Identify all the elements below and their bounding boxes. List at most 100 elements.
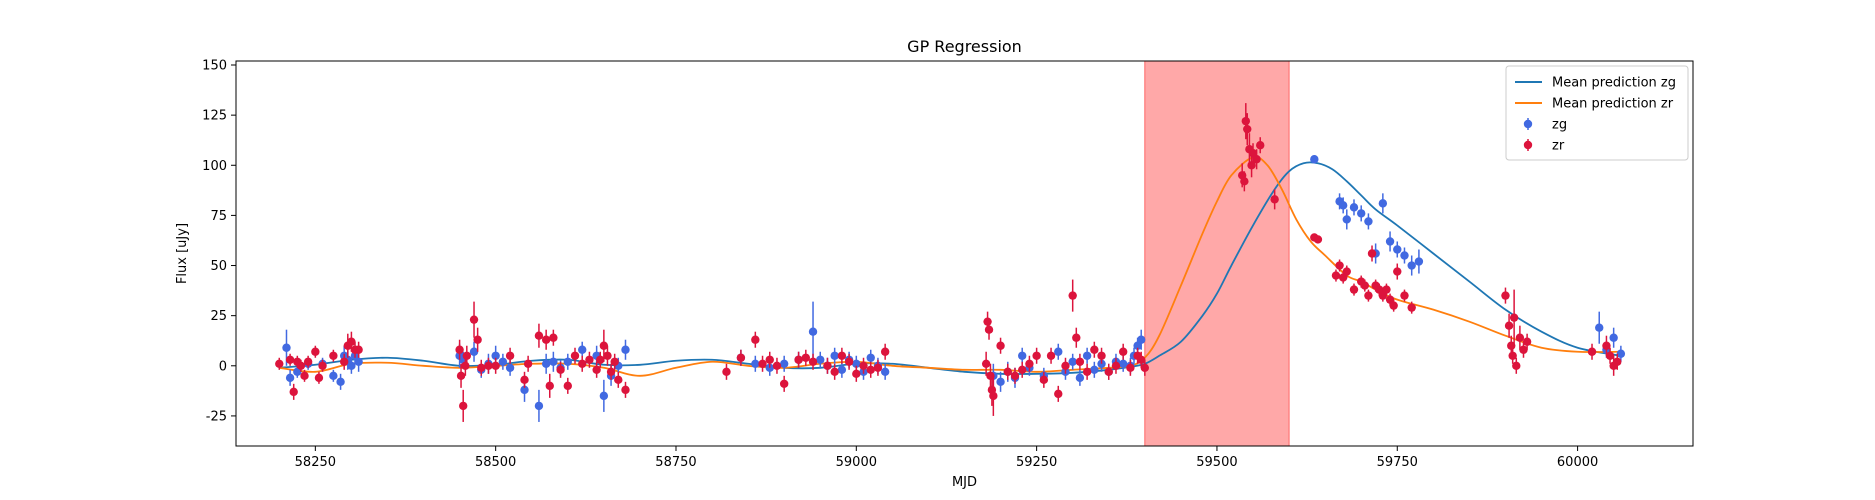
data-point: [1595, 323, 1604, 332]
data-point: [491, 361, 500, 370]
data-point: [275, 359, 284, 368]
data-point: [751, 335, 760, 344]
data-point: [823, 361, 832, 370]
data-point: [296, 361, 306, 370]
data-point: [983, 317, 992, 326]
data-point: [1335, 261, 1344, 270]
data-point: [563, 381, 572, 391]
data-point: [1075, 373, 1085, 383]
data-point: [523, 359, 533, 368]
data-point: [808, 357, 818, 366]
data-point: [336, 377, 345, 387]
data-point: [578, 345, 587, 354]
data-point: [1378, 199, 1388, 208]
data-point: [1605, 351, 1615, 360]
y-tick-label: 75: [210, 209, 227, 224]
data-point: [1504, 321, 1514, 330]
y-tick-label: 50: [210, 259, 227, 274]
data-point: [520, 385, 529, 395]
data-point: [329, 351, 338, 360]
data-point: [505, 363, 515, 372]
data-point: [758, 359, 767, 368]
data-point: [1400, 251, 1409, 260]
data-point: [354, 345, 363, 354]
data-point: [1097, 351, 1106, 360]
data-point: [1385, 237, 1395, 246]
data-point: [1519, 345, 1528, 354]
data-point: [556, 365, 565, 375]
data-point: [1364, 217, 1373, 226]
data-point: [1338, 201, 1348, 210]
data-point: [1342, 215, 1351, 224]
x-tick-label: 59750: [1377, 455, 1418, 470]
data-point: [1054, 389, 1063, 399]
data-point: [830, 351, 839, 360]
series-layer: [275, 103, 1626, 422]
plot-frame: [235, 60, 1694, 447]
data-point: [603, 351, 612, 360]
data-point: [455, 345, 464, 354]
data-point: [1090, 345, 1099, 354]
data-point: [314, 373, 324, 383]
data-point: [772, 361, 782, 370]
data-point: [303, 357, 313, 366]
data-point: [520, 375, 529, 385]
data-point: [578, 359, 587, 368]
data-point: [1407, 303, 1416, 312]
data-point: [1082, 367, 1092, 377]
data-point: [1515, 333, 1525, 342]
data-point: [1018, 365, 1027, 375]
data-point: [621, 345, 630, 354]
data-point: [1118, 347, 1128, 356]
data-point: [1054, 347, 1063, 356]
data-point: [1140, 363, 1150, 372]
data-point: [1256, 141, 1265, 150]
data-point: [866, 365, 875, 375]
data-point: [996, 377, 1005, 387]
data-point: [347, 337, 356, 346]
data-point: [1349, 285, 1359, 294]
data-point: [347, 361, 356, 370]
data-point: [505, 351, 515, 360]
data-point: [779, 379, 789, 389]
data-point: [473, 335, 482, 344]
data-point: [765, 355, 774, 364]
data-point: [1018, 351, 1027, 360]
x-tick-label: 59000: [836, 455, 877, 470]
data-point: [621, 385, 630, 395]
y-tick-label: 25: [210, 309, 227, 324]
data-point: [722, 367, 731, 377]
data-point: [1512, 361, 1521, 370]
data-point: [808, 327, 818, 336]
data-point: [996, 341, 1005, 350]
data-point: [1331, 271, 1341, 280]
data-point: [282, 343, 291, 352]
legend-entry: Mean prediction zr: [1552, 97, 1674, 112]
data-point: [1616, 349, 1626, 358]
data-point: [1357, 209, 1366, 218]
data-point: [541, 335, 551, 344]
x-tick-label: 59500: [1196, 455, 1237, 470]
data-point: [1118, 359, 1128, 368]
data-point: [469, 347, 479, 356]
data-point: [599, 391, 609, 401]
data-point: [285, 355, 295, 364]
data-point: [1240, 177, 1249, 186]
x-tick-label: 59250: [1016, 455, 1057, 470]
data-point: [1137, 355, 1146, 364]
data-point: [837, 351, 847, 360]
data-point: [498, 357, 508, 366]
data-point: [1382, 285, 1391, 294]
data-point: [880, 367, 890, 377]
x-tick-label: 58250: [295, 455, 336, 470]
data-point: [1313, 235, 1323, 244]
data-point: [563, 357, 572, 366]
data-point: [816, 355, 825, 364]
data-point: [1075, 357, 1085, 366]
data-point: [599, 341, 609, 350]
x-axis: 58250 58500 58750 59000 59250 59500 59750 60000: [295, 446, 1598, 470]
data-point: [491, 351, 500, 360]
data-point: [989, 391, 998, 401]
data-point: [339, 357, 349, 366]
